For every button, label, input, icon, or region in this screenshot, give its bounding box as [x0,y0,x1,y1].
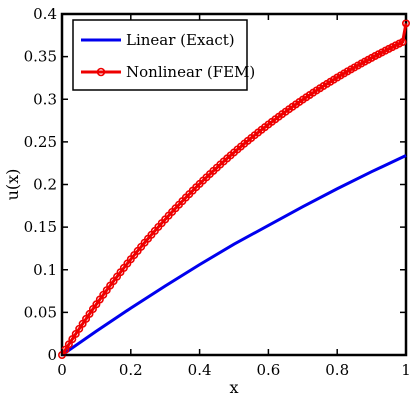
y-tick-label: 0.15 [24,218,57,236]
legend-label: Linear (Exact) [126,31,235,49]
y-tick-label: 0.3 [33,90,57,108]
y-tick-label: 0.1 [33,261,57,279]
x-tick-label: 0.8 [325,361,349,379]
legend-label: Nonlinear (FEM) [126,63,255,81]
series-line [62,156,406,355]
series-linear [62,156,406,355]
x-tick-label: 1 [401,361,411,379]
x-tick-label: 0.2 [119,361,143,379]
x-tick-label: 0.6 [256,361,280,379]
x-axis-label: x [229,378,238,397]
y-tick-label: 0.4 [33,5,57,23]
y-tick-label: 0.25 [24,133,57,151]
y-tick-label: 0.05 [24,303,57,321]
x-tick-label: 0 [57,361,67,379]
y-tick-label: 0.2 [33,176,57,194]
legend: Linear (Exact) Nonlinear (FEM) [73,20,255,90]
y-tick-label: 0 [47,346,57,364]
x-tick-label: 0.4 [188,361,212,379]
y-axis-label: u(x) [3,169,22,201]
y-tick-label: 0.35 [24,48,57,66]
